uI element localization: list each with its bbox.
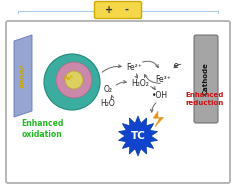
FancyBboxPatch shape: [94, 2, 142, 19]
FancyBboxPatch shape: [6, 21, 230, 183]
FancyBboxPatch shape: [194, 35, 218, 123]
Polygon shape: [14, 35, 32, 117]
Text: Fe⁰: Fe⁰: [63, 77, 73, 81]
Text: TC: TC: [131, 131, 145, 141]
Text: Fe³⁺: Fe³⁺: [155, 74, 171, 84]
Text: •OH: •OH: [152, 91, 168, 101]
Text: H₂O₂: H₂O₂: [131, 80, 149, 88]
Text: -: -: [125, 5, 129, 15]
Circle shape: [44, 54, 100, 110]
Text: Enhanced
reduction: Enhanced reduction: [186, 92, 224, 106]
Text: H₂O: H₂O: [101, 99, 115, 108]
Circle shape: [56, 62, 92, 98]
Polygon shape: [119, 116, 158, 156]
Text: O₂: O₂: [104, 84, 113, 94]
Circle shape: [65, 71, 83, 89]
Text: e⁻: e⁻: [174, 61, 182, 70]
Polygon shape: [153, 111, 164, 127]
Text: Cathode: Cathode: [203, 63, 209, 95]
Text: Enhanced
oxidation: Enhanced oxidation: [21, 119, 63, 139]
Text: Anode: Anode: [20, 64, 26, 88]
Text: +: +: [105, 5, 113, 15]
Text: Fe²⁺: Fe²⁺: [126, 63, 142, 71]
